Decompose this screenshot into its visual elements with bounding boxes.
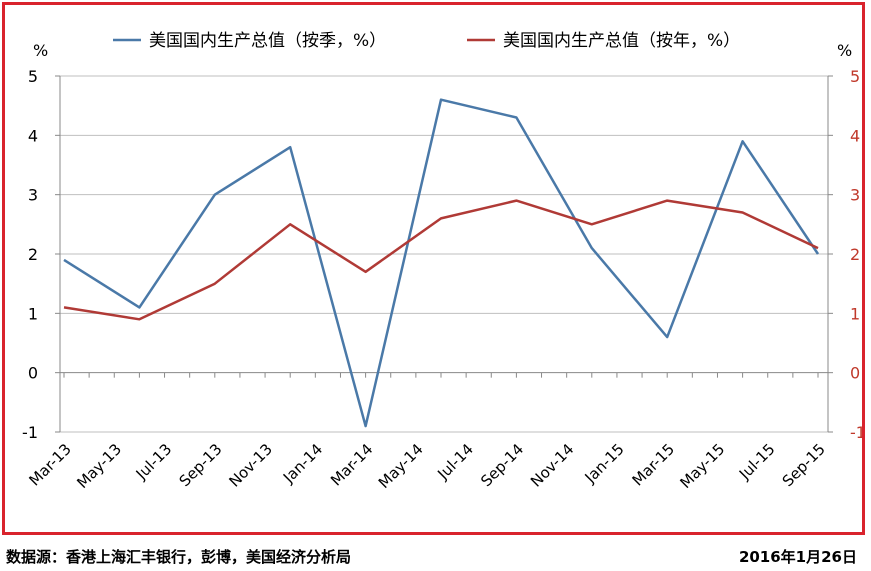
y-right-tick-label: 4	[850, 126, 860, 145]
x-tick-label: Jan-15	[581, 440, 628, 487]
y-right-tick-label: 1	[850, 304, 860, 323]
legend-label: 美国国内生产总值（按季，%）	[149, 31, 386, 51]
legend: 美国国内生产总值（按季，%） 美国国内生产总值（按年，%）	[113, 31, 740, 51]
series-line-yoy	[63, 199, 819, 321]
x-tick-label: Jul-13	[132, 440, 176, 484]
y-left-tick-label: 5	[28, 67, 38, 86]
x-tick-label: Jul-14	[433, 440, 477, 484]
chart-date: 2016年1月26日	[738, 548, 857, 566]
x-tick-label: May-13	[73, 440, 125, 492]
x-tick-label: Nov-14	[527, 440, 577, 490]
grid-lines	[60, 75, 828, 433]
y-axis-right-ticks: -1 0 1 2 3 4 5	[850, 67, 862, 442]
source-note: 数据源：香港上海汇丰银行，彭博，美国经济分析局	[6, 548, 352, 566]
y-axis-left-ticks: -1 0 1 2 3 4 5	[22, 67, 38, 442]
legend-label: 美国国内生产总值（按年，%）	[503, 31, 740, 51]
y-left-tick-label: 1	[28, 304, 38, 323]
x-tick-label: Mar-15	[629, 440, 678, 489]
x-tick-label: Mar-13	[25, 440, 74, 489]
x-tick-label: Nov-13	[225, 440, 275, 490]
x-tick-label: Jan-14	[279, 440, 326, 487]
y-right-tick-label: 3	[850, 186, 860, 205]
y-right-tick-label: -1	[850, 423, 862, 442]
x-tick-label: Mar-14	[327, 440, 376, 489]
x-tick-label: Sep-15	[779, 440, 829, 490]
x-tick-label: Sep-13	[176, 440, 226, 490]
chart-frame: -1 0 1 2 3 4 5 -1 0 1 2 3 4 5 Mar-13 May-13 Jul-13 Sep-…	[2, 2, 865, 535]
y-left-tick-label: 0	[28, 364, 38, 383]
y-axis-left-label: %	[33, 41, 48, 60]
x-tick-label: Jul-15	[735, 440, 779, 484]
y-left-tick-label: 4	[28, 126, 38, 145]
x-tick-label: Sep-14	[477, 440, 527, 490]
series-lines	[63, 98, 820, 428]
y-left-tick-label: -1	[22, 423, 38, 442]
y-left-tick-label: 2	[28, 245, 38, 264]
y-axis-right-label: %	[837, 41, 852, 60]
axes	[55, 75, 833, 433]
y-right-tick-label: 0	[850, 364, 860, 383]
y-right-tick-label: 5	[850, 67, 860, 86]
y-left-tick-label: 3	[28, 186, 38, 205]
series-line-qoq	[63, 98, 820, 428]
x-tick-label: May-14	[375, 440, 427, 492]
y-right-tick-label: 2	[850, 245, 860, 264]
x-tick-label: May-15	[676, 440, 728, 492]
